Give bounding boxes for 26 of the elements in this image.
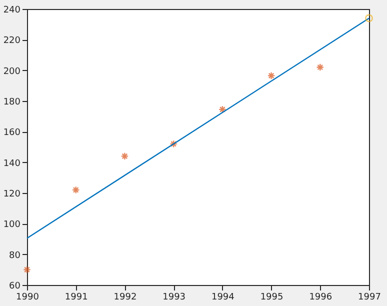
x-tick-label: 1994 xyxy=(211,292,235,302)
x-tick-label: 1996 xyxy=(309,292,332,302)
y-tick-label: 60 xyxy=(9,282,21,292)
point xyxy=(72,186,80,194)
point xyxy=(365,14,373,22)
x-tick-label: 1995 xyxy=(260,292,284,302)
x-tick-label: 1997 xyxy=(358,292,381,302)
point xyxy=(316,63,324,72)
y-tick-label: 220 xyxy=(3,36,21,46)
point xyxy=(170,140,178,148)
y-tick-label: 120 xyxy=(3,190,21,200)
x-tick-label: 1992 xyxy=(114,292,137,302)
y-tick-label: 180 xyxy=(3,98,21,108)
y-tick-label: 140 xyxy=(3,158,21,169)
y-tick-label: 100 xyxy=(3,220,21,230)
y-tick-label: 240 xyxy=(3,6,21,16)
x-tick-label: 1993 xyxy=(162,292,186,302)
x-tick-label: 1991 xyxy=(64,292,88,302)
y-tick-label: 80 xyxy=(9,250,21,261)
point xyxy=(267,72,276,80)
y-tick-label: 200 xyxy=(3,66,21,77)
y-tick-label: 160 xyxy=(3,128,21,138)
point xyxy=(218,105,226,114)
x-tick-label: 1990 xyxy=(16,292,40,302)
point xyxy=(120,152,129,160)
point xyxy=(23,266,31,274)
